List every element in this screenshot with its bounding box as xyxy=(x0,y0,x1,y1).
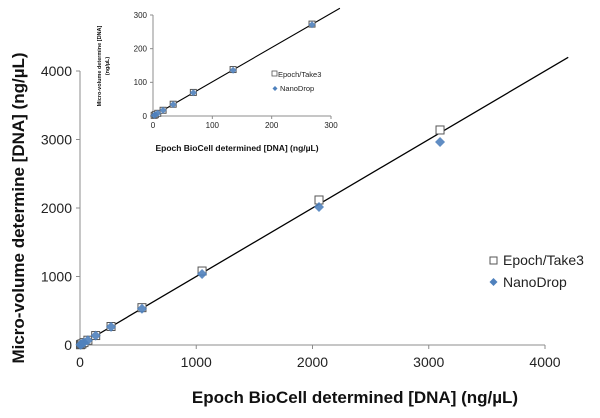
nanodrop-point xyxy=(159,106,167,114)
x-tick-label: 0 xyxy=(151,121,156,130)
legend-diamond-icon xyxy=(489,278,498,286)
x-tick-label: 3000 xyxy=(413,354,444,370)
nanodrop-point xyxy=(154,109,162,117)
inset-legend-label-epoch-take3: Epoch/Take3 xyxy=(278,70,321,79)
nanodrop-point xyxy=(308,21,316,29)
nanodrop-point xyxy=(314,201,325,212)
inset-y-axis-title-line1: Micro-volume determine [DNA] xyxy=(97,25,103,106)
inset-legend: Epoch/Take3 NanoDrop xyxy=(271,70,321,93)
x-tick-label: 2000 xyxy=(297,354,328,370)
nanodrop-point xyxy=(106,321,117,332)
inset-plot-area: 0 100 200 300 0 100 200 300 xyxy=(134,7,341,130)
y-tick-label: 200 xyxy=(134,45,148,54)
epoch-take3-point xyxy=(435,125,445,135)
y-tick-label: 4000 xyxy=(41,63,72,79)
y-tick-label: 0 xyxy=(143,112,148,121)
nanodrop-point xyxy=(136,303,147,314)
y-tick-label: 3000 xyxy=(41,132,72,148)
x-tick-label: 0 xyxy=(76,354,84,370)
main-x-axis: 0 1000 2000 3000 4000 xyxy=(76,344,561,370)
main-y-axis-title: Micro-volume determine [DNA] (ng/µL) xyxy=(9,52,28,363)
legend-label-epoch-take3: Epoch/Take3 xyxy=(503,252,584,268)
nanodrop-point xyxy=(82,335,93,346)
main-data-points xyxy=(75,125,446,350)
y-tick-label: 2000 xyxy=(41,200,72,216)
inset-legend-label-nanodrop: NanoDrop xyxy=(280,84,314,93)
x-tick-label: 100 xyxy=(206,121,220,130)
inset-x-axis: 0 100 200 300 xyxy=(151,115,338,130)
y-tick-label: 1000 xyxy=(41,269,72,285)
nanodrop-point xyxy=(229,66,237,74)
x-tick-label: 200 xyxy=(265,121,279,130)
x-tick-label: 300 xyxy=(324,121,338,130)
legend-open-square-icon xyxy=(489,256,498,265)
x-tick-label: 4000 xyxy=(529,354,560,370)
inset-x-axis-title: Epoch BioCell determined [DNA] (ng/µL) xyxy=(155,143,318,153)
y-tick-label: 0 xyxy=(64,337,72,353)
legend-open-square-icon xyxy=(271,70,278,77)
nanodrop-point xyxy=(189,89,197,97)
inset-data-points xyxy=(150,20,316,119)
main-legend: Epoch/Take3 NanoDrop xyxy=(489,252,584,290)
main-trendline xyxy=(79,56,569,346)
main-y-axis: 0 1000 2000 3000 4000 xyxy=(41,63,81,353)
x-tick-label: 1000 xyxy=(181,354,212,370)
nanodrop-point xyxy=(90,330,101,341)
nanodrop-point xyxy=(197,269,208,280)
legend-diamond-icon xyxy=(272,86,278,91)
inset-y-axis: 0 100 200 300 xyxy=(134,11,154,121)
y-tick-label: 300 xyxy=(134,11,148,20)
nanodrop-point xyxy=(169,101,177,109)
inset-y-axis-title: Micro-volume determine [DNA] (ng/µL) xyxy=(97,25,111,106)
legend-label-nanodrop: NanoDrop xyxy=(503,274,567,290)
nanodrop-point xyxy=(435,136,446,147)
y-tick-label: 100 xyxy=(134,78,148,87)
main-x-axis-title: Epoch BioCell determined [DNA] (ng/µL) xyxy=(192,388,518,407)
inset-y-axis-title-line2: (ng/µL) xyxy=(105,57,111,76)
